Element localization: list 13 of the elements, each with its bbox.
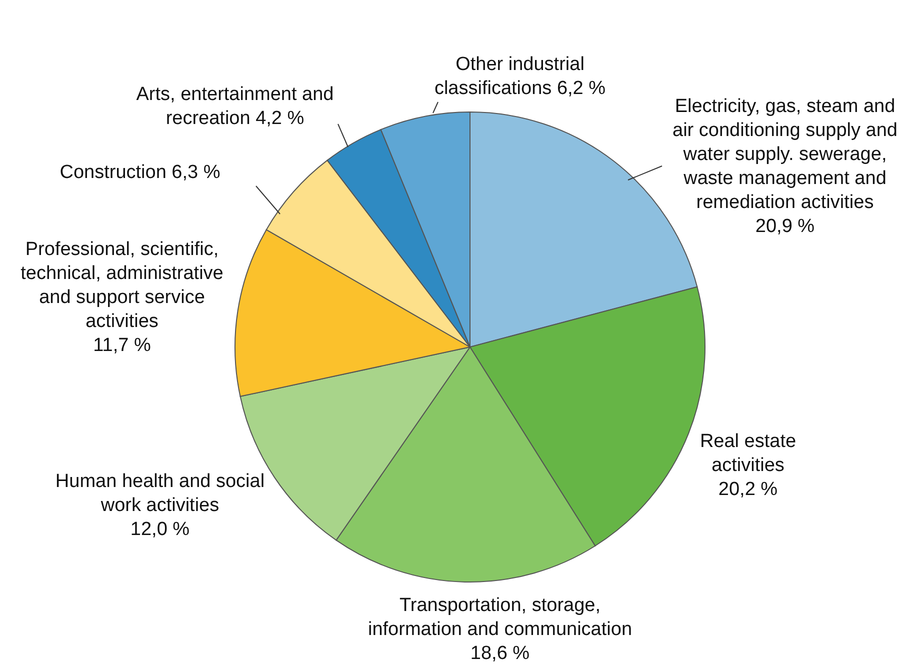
slice-label: Human health and social work activities (55, 471, 265, 516)
slice-label: Construction 6,3 % (60, 162, 220, 183)
slice-label: Electricity, gas, steam and air conditioning supply and water supply. sewerage, waste management and remediation activities (672, 96, 898, 213)
slice-label: Transportation, storage, information and communication (368, 595, 632, 640)
data-label: 12,0 % (130, 519, 190, 540)
slice-label: Other industrial classifications 6,2 % (434, 54, 606, 99)
data-label: 11,7 % (93, 335, 151, 356)
slice-label: Professional, scientific, technical, administrative and support service activities (20, 239, 224, 332)
slice-label: Arts, entertainment and recreation 4,2 % (136, 84, 334, 129)
slice-label: Real estate activities (700, 431, 796, 476)
data-label: 20,2 % (718, 479, 778, 500)
data-label: 18,6 % (470, 643, 530, 664)
data-label: 20,9 % (755, 216, 815, 237)
